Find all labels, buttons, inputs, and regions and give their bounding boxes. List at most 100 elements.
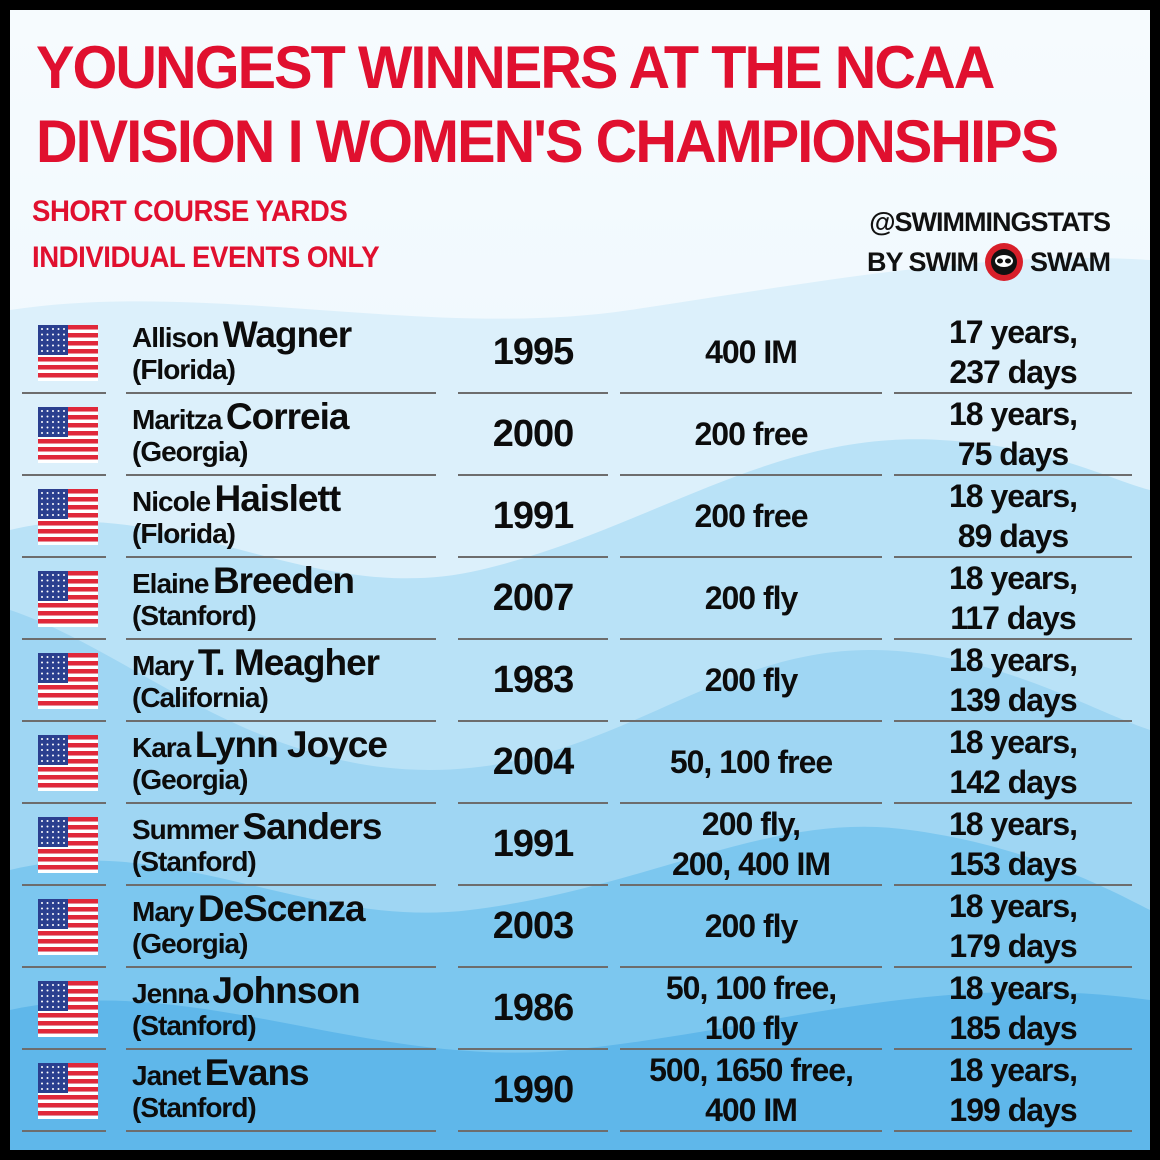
swimmer-cell: Janet Evans (Stanford)	[126, 1050, 436, 1132]
subtitle-line-2: INDIVIDUAL EVENTS ONLY	[32, 241, 380, 274]
usa-flag-icon	[38, 571, 98, 627]
brand-handle: @SWIMMINGSTATS	[869, 207, 1111, 237]
event-cell: 200 free	[620, 476, 882, 558]
age-cell: 18 years, 117 days	[894, 558, 1132, 640]
event-line-1: 200 fly,	[701, 806, 801, 842]
year-cell: 1986	[458, 968, 608, 1050]
last-name: Sanders	[242, 806, 383, 847]
swimmer-name: Kara Lynn Joyce	[132, 724, 388, 766]
school-name: (Florida)	[132, 518, 236, 549]
school-name: (Stanford)	[132, 846, 257, 877]
year-cell: 1995	[458, 312, 608, 394]
year-cell: 2007	[458, 558, 608, 640]
last-name: Wagner	[222, 314, 352, 355]
age-cell: 17 years, 237 days	[894, 312, 1132, 394]
swimmer-name: Allison Wagner	[132, 314, 352, 356]
event-cell: 200 free	[620, 394, 882, 476]
brand-byline: BY SWIM SWAM	[866, 242, 1111, 282]
first-name: Maritza	[132, 404, 222, 435]
event-cell: 50, 100 free	[620, 722, 882, 804]
age-days: 185 days	[949, 1010, 1077, 1046]
year-cell: 2004	[458, 722, 608, 804]
usa-flag-icon	[38, 817, 98, 873]
age-years: 18 years,	[948, 396, 1078, 432]
first-name: Janet	[132, 1060, 201, 1091]
swimmer-cell: Kara Lynn Joyce (Georgia)	[126, 722, 436, 804]
first-name: Nicole	[132, 486, 211, 517]
event-line-2: 100 fly	[704, 1010, 799, 1046]
age-years: 18 years,	[948, 1052, 1078, 1088]
school-name: (Stanford)	[132, 1092, 257, 1123]
usa-flag-icon	[38, 981, 98, 1037]
school-name: (Stanford)	[132, 600, 257, 631]
event-cell: 400 IM	[620, 312, 882, 394]
swimmer-name: Jenna Johnson	[132, 970, 361, 1012]
event-line-1: 200 fly	[704, 662, 799, 698]
table-row: Maritza Correia (Georgia) 2000 200 free 18 y…	[22, 394, 1132, 476]
age-days: 117 days	[950, 600, 1076, 636]
school-name: (Georgia)	[132, 928, 248, 959]
first-name: Mary	[132, 896, 194, 927]
year-cell: 2000	[458, 394, 608, 476]
year-cell: 2003	[458, 886, 608, 968]
year-value: 1991	[492, 822, 575, 865]
last-name: Johnson	[212, 970, 360, 1011]
year-value: 2004	[492, 740, 575, 783]
flag-cell	[22, 476, 106, 558]
school-name: (Florida)	[132, 354, 236, 385]
swimmer-name: Janet Evans	[132, 1052, 310, 1094]
age-years: 18 years,	[948, 560, 1078, 596]
last-name: Correia	[225, 396, 350, 437]
year-value: 1995	[492, 330, 575, 373]
brand-swam: SWAM	[1030, 247, 1111, 277]
swimmer-cell: Mary T. Meagher (California)	[126, 640, 436, 722]
subtitle-line-1: SHORT COURSE YARDS	[32, 195, 348, 228]
flag-cell	[22, 1050, 106, 1132]
swimmer-name: Elaine Breeden	[132, 560, 355, 602]
year-value: 1983	[492, 658, 575, 701]
school-name: (Georgia)	[132, 436, 248, 467]
event-cell: 200 fly	[620, 640, 882, 722]
year-cell: 1991	[458, 804, 608, 886]
last-name: Evans	[204, 1052, 310, 1093]
swimswam-logo-icon	[985, 243, 1023, 281]
age-days: 89 days	[957, 518, 1069, 554]
table-row: Mary DeScenza (Georgia) 2003 200 fly 18 year…	[22, 886, 1132, 968]
first-name: Mary	[132, 650, 194, 681]
usa-flag-icon	[38, 325, 98, 381]
last-name: DeScenza	[197, 888, 366, 929]
age-days: 237 days	[949, 354, 1077, 390]
age-years: 18 years,	[948, 478, 1078, 514]
table-row: Nicole Haislett (Florida) 1991 200 free 18 y…	[22, 476, 1132, 558]
usa-flag-icon	[38, 407, 98, 463]
school-name: (California)	[132, 682, 269, 713]
school-name: (Stanford)	[132, 1010, 257, 1041]
event-line-1: 200 free	[694, 416, 809, 452]
first-name: Jenna	[132, 978, 209, 1009]
swimmer-cell: Maritza Correia (Georgia)	[126, 394, 436, 476]
swimmer-name: Maritza Correia	[132, 396, 350, 438]
age-days: 179 days	[949, 928, 1077, 964]
year-cell: 1990	[458, 1050, 608, 1132]
usa-flag-icon	[38, 1063, 98, 1119]
brand-by-swim: BY SWIM	[866, 247, 979, 277]
table-row: Janet Evans (Stanford) 1990 500, 1650 free,…	[22, 1050, 1132, 1132]
first-name: Summer	[132, 814, 239, 845]
age-years: 18 years,	[948, 806, 1078, 842]
flag-cell	[22, 968, 106, 1050]
flag-cell	[22, 640, 106, 722]
swimmer-name: Mary T. Meagher	[132, 642, 380, 684]
swimmer-cell: Allison Wagner (Florida)	[126, 312, 436, 394]
age-cell: 18 years, 153 days	[894, 804, 1132, 886]
age-years: 18 years,	[948, 724, 1078, 760]
event-cell: 500, 1650 free, 400 IM	[620, 1050, 882, 1132]
year-value: 2000	[492, 412, 575, 455]
age-cell: 18 years, 179 days	[894, 886, 1132, 968]
age-cell: 18 years, 75 days	[894, 394, 1132, 476]
event-line-1: 400 IM	[705, 334, 798, 370]
age-days: 142 days	[949, 764, 1077, 800]
table-row: Summer Sanders (Stanford) 1991 200 fly, 200,…	[22, 804, 1132, 886]
table-row: Elaine Breeden (Stanford) 2007 200 fly 18 ye…	[22, 558, 1132, 640]
year-value: 1990	[492, 1068, 575, 1111]
